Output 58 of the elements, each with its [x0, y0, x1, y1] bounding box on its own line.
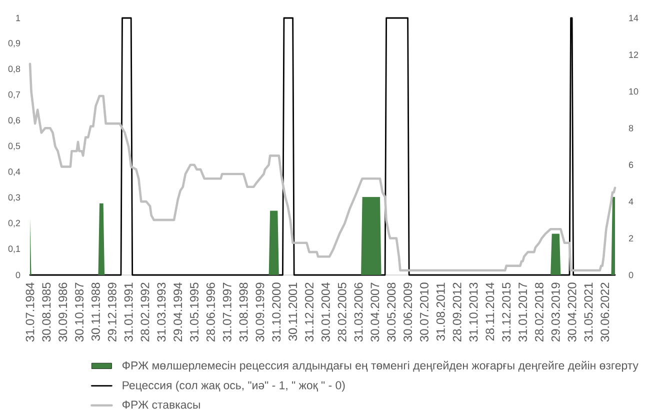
x-tick-label: 28.02.2005 — [338, 282, 346, 342]
x-tick-label: 29.04.1994 — [174, 282, 182, 342]
x-tick-label: 30.06.2009 — [404, 282, 412, 342]
y-tick-label: 0,6 — [8, 117, 20, 124]
y-tick-label: 0,4 — [8, 168, 20, 176]
x-tick-label: 29.03.2019 — [551, 282, 560, 342]
x-tick-label: 31.08.1998 — [239, 282, 248, 342]
x-tick-label: 30.08.1985 — [42, 282, 51, 342]
y2-tick-label: 4 — [628, 198, 634, 205]
x-tick-label: 31.08.2011 — [436, 282, 445, 341]
y-tick-label: 0,2 — [8, 220, 20, 228]
x-tick-label: 31.10.2000 — [272, 282, 281, 342]
y-tick-label: 0,8 — [8, 66, 20, 74]
x-tick-label: 28.11.2014 — [486, 282, 494, 341]
x-tick-label: 31.03.1993 — [157, 282, 166, 342]
x-tick-label: 30.10.1987 — [75, 282, 84, 342]
x-tick-label: 31.10.2013 — [469, 282, 478, 342]
x-tick-label: 30.05.2008 — [387, 282, 396, 342]
x-tick-label: 30.04.2020 — [568, 282, 576, 342]
x-tick-label: 28.09.2012 — [452, 282, 462, 342]
y-tick-label: 0 — [16, 272, 20, 278]
legend-label: ФРЖ ставкасы — [122, 400, 200, 409]
x-tick-label: 30.04.2007 — [370, 282, 380, 342]
x-tick-label: 31.05.1995 — [190, 282, 198, 342]
y2-tick-label: 12 — [629, 52, 638, 58]
x-tick-label: 30.06.2022 — [600, 282, 610, 342]
x-tick-label: 31.05.2021 — [584, 282, 593, 342]
x-tick-label: 31.12.2015 — [502, 282, 511, 342]
y2-tick-label: 0 — [628, 272, 634, 278]
y-tick-label: 0,7 — [8, 91, 20, 99]
legend-label: Рецессия (сол жақ ось, "иә" - 1, " жоқ " - 0) — [122, 380, 345, 392]
x-tick-label: 28.02.2018 — [534, 282, 544, 342]
y2-tick-label: 2 — [628, 235, 634, 242]
x-tick-label: 30.09.1986 — [58, 282, 68, 342]
y2-tick-label: 8 — [628, 124, 634, 132]
x-tick-label: 31.03.2006 — [354, 282, 363, 342]
y-tick-label: 0,1 — [8, 246, 20, 253]
x-tick-label: 29.12.1989 — [108, 282, 116, 342]
x-tick-label: 31.01.1991 — [124, 282, 133, 342]
x-tick-label: 30.11.2001 — [288, 282, 298, 341]
y2-tick-label: 10 — [629, 88, 638, 95]
y-tick-label: 0,5 — [8, 142, 20, 150]
y2-tick-label: 14 — [629, 14, 638, 22]
y-tick-label: 1 — [16, 14, 20, 22]
x-tick-label: 31.07.1997 — [222, 282, 232, 342]
legend-label: ФРЖ мөлшерлемесін рецессия алдындағы ең төменгі деңгейден жоғарғы деңгейге дейін өзгерту — [122, 360, 638, 372]
x-tick-label: 28.06.1996 — [206, 282, 215, 342]
y-tick-label: 0,3 — [8, 194, 20, 202]
x-tick-label: 30.11.1988 — [91, 282, 100, 341]
x-tick-label: 31.12.2002 — [305, 282, 314, 342]
y-tick-label: 0,9 — [8, 40, 20, 48]
x-tick-label: 30.07.2010 — [420, 282, 428, 342]
x-tick-label: 30.01.2004 — [321, 282, 330, 342]
x-tick-label: 30.09.1999 — [256, 282, 264, 342]
x-tick-label: 28.02.1992 — [140, 282, 150, 342]
x-tick-label: 31.01.2017 — [518, 282, 527, 342]
x-tick-label: 31.07.1984 — [26, 282, 34, 342]
y2-tick-label: 6 — [628, 162, 634, 168]
